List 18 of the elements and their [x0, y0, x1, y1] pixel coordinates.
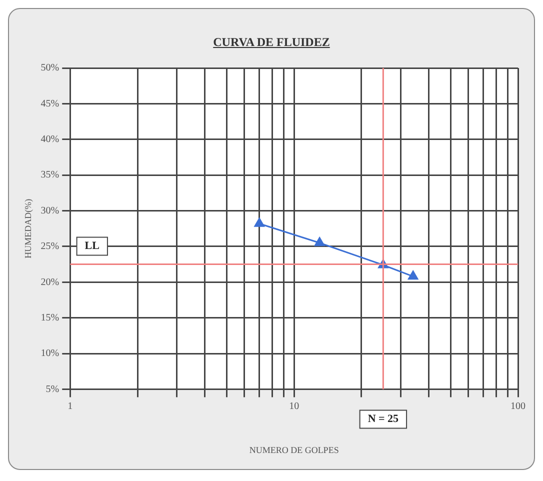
y-tick-label: 40%: [40, 134, 60, 146]
ref-line-label: LL: [84, 240, 100, 252]
x-axis-title: NUMERO DE GOLPES: [249, 444, 339, 455]
y-tick-label: 10%: [40, 348, 60, 360]
y-tick-label: 20%: [40, 276, 60, 288]
x-tick-label: 10: [289, 400, 300, 412]
chart-title: CURVA DE FLUIDEZ: [212, 35, 331, 50]
y-tick-label: 5%: [46, 384, 60, 395]
y-tick-label: 25%: [40, 241, 60, 252]
y-axis-title: HUMEDAD(%): [22, 198, 33, 258]
y-tick-label: 35%: [40, 170, 60, 181]
y-tick-label: 50%: [40, 62, 60, 74]
y-tick-label: 30%: [40, 205, 60, 216]
x-tick-label: 1: [68, 400, 73, 412]
y-tick-label: 15%: [40, 312, 60, 324]
x-tick-label: 100: [510, 400, 526, 412]
y-tick-label: 45%: [40, 98, 60, 110]
ref-line-label: N = 25: [368, 413, 400, 426]
